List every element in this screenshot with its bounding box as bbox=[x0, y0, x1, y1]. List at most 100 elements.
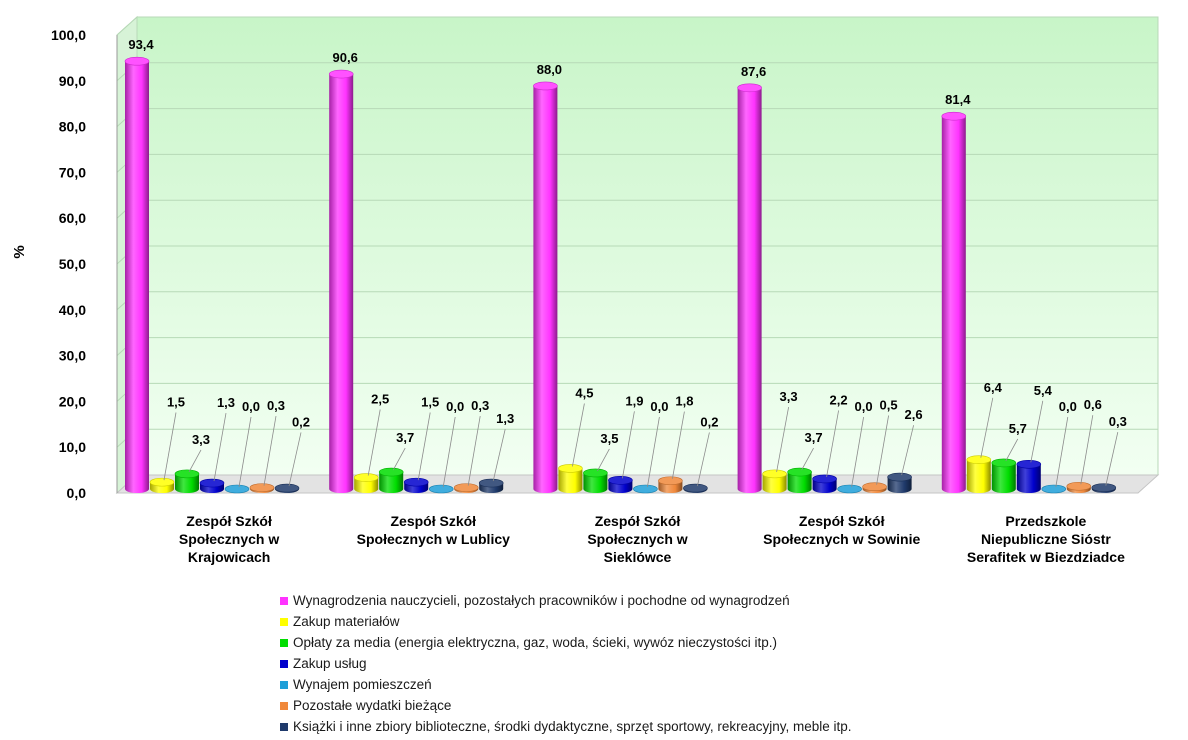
bar-cap bbox=[633, 484, 658, 494]
leader-line bbox=[572, 403, 585, 467]
bar-cap bbox=[1041, 484, 1067, 494]
leader-line bbox=[163, 412, 177, 481]
leader-line bbox=[263, 416, 277, 486]
bar-cap bbox=[1066, 481, 1092, 491]
y-tick-label: 60,0 bbox=[59, 210, 86, 226]
leader-line bbox=[467, 416, 481, 486]
data-label: 0,3 bbox=[471, 398, 489, 413]
data-label: 5,4 bbox=[1034, 383, 1053, 398]
bar bbox=[1041, 484, 1067, 494]
bar-cap bbox=[199, 478, 225, 488]
data-label: 1,5 bbox=[167, 395, 185, 410]
category-label: Społecznych w bbox=[179, 531, 279, 547]
bar bbox=[378, 467, 404, 493]
bar-cap bbox=[224, 484, 250, 494]
y-tick-label: 90,0 bbox=[59, 73, 86, 89]
data-label: 81,4 bbox=[945, 92, 971, 107]
bar-cap bbox=[353, 473, 379, 482]
data-label: 3,5 bbox=[600, 431, 618, 446]
bar bbox=[1066, 481, 1092, 493]
legend: Wynagrodzenia nauczycieli, pozostałych p… bbox=[280, 590, 980, 737]
leader-line bbox=[980, 397, 994, 458]
bar bbox=[837, 484, 862, 494]
bar bbox=[862, 482, 887, 493]
bar-cap bbox=[608, 475, 633, 485]
legend-swatch bbox=[280, 659, 288, 668]
bar-body bbox=[125, 61, 149, 494]
category-label: Społecznych w bbox=[587, 531, 687, 547]
category-label: Krajowicach bbox=[188, 549, 270, 565]
bar bbox=[966, 455, 992, 493]
leader-line bbox=[901, 425, 914, 476]
data-label: 2,6 bbox=[905, 407, 923, 422]
data-label: 2,2 bbox=[830, 392, 848, 407]
data-label: 3,7 bbox=[396, 430, 414, 445]
bar bbox=[199, 478, 225, 493]
leader-line bbox=[826, 410, 839, 477]
data-label: 0,5 bbox=[880, 398, 898, 413]
legend-swatch bbox=[280, 680, 288, 689]
bar bbox=[1091, 483, 1117, 493]
legend-item: Książki i inne zbiory biblioteczne, środ… bbox=[280, 716, 980, 737]
legend-item: Wynagrodzenia nauczycieli, pozostałych p… bbox=[280, 590, 980, 611]
data-label: 0,0 bbox=[650, 399, 668, 414]
category-label: Zespół Szkół bbox=[799, 513, 885, 529]
bar-cap bbox=[274, 483, 300, 493]
data-label: 0,2 bbox=[292, 414, 310, 429]
leader-line bbox=[697, 432, 710, 487]
bar bbox=[583, 468, 608, 493]
data-label: 1,9 bbox=[625, 393, 643, 408]
legend-swatch bbox=[280, 596, 288, 605]
bar-cap bbox=[991, 458, 1017, 468]
bar bbox=[353, 473, 379, 493]
legend-label: Zakup materiałów bbox=[293, 614, 400, 629]
leader-line bbox=[1005, 438, 1019, 462]
bar bbox=[124, 56, 150, 494]
leader-line bbox=[622, 411, 635, 479]
leader-line bbox=[776, 407, 789, 472]
data-label: 0,0 bbox=[446, 399, 464, 414]
bar-cap bbox=[403, 477, 429, 487]
bar-cap bbox=[149, 477, 175, 487]
leader-line bbox=[238, 416, 252, 488]
bar bbox=[274, 483, 300, 493]
bar-cap bbox=[328, 69, 354, 79]
bar bbox=[683, 483, 708, 493]
bar bbox=[249, 483, 275, 493]
legend-item: Zakup usług bbox=[280, 653, 980, 674]
y-tick-label: 0,0 bbox=[67, 485, 87, 501]
y-tick-label: 10,0 bbox=[59, 439, 86, 455]
data-label: 3,3 bbox=[780, 389, 798, 404]
bar-body bbox=[354, 477, 379, 493]
legend-label: Opłaty za media (energia elektryczna, ga… bbox=[293, 635, 777, 650]
bar-cap bbox=[941, 111, 967, 121]
bar bbox=[453, 483, 479, 493]
bar-cap bbox=[378, 467, 404, 477]
bar-body bbox=[329, 74, 354, 493]
category-label: Zespół Szkół bbox=[186, 513, 272, 529]
leader-line bbox=[1030, 400, 1044, 463]
bar bbox=[658, 476, 683, 493]
leader-line bbox=[288, 432, 302, 487]
bar bbox=[533, 81, 558, 494]
bar-body bbox=[941, 116, 966, 494]
y-axis-title: % bbox=[11, 245, 28, 258]
bar-cap bbox=[174, 469, 200, 479]
bar-cap bbox=[966, 455, 992, 464]
bar bbox=[737, 83, 762, 494]
legend-swatch bbox=[280, 722, 288, 731]
bar-body bbox=[737, 87, 762, 494]
data-label: 0,0 bbox=[855, 399, 873, 414]
bar-body bbox=[1016, 464, 1041, 493]
bar bbox=[633, 484, 658, 494]
bar-cap bbox=[1091, 483, 1117, 492]
y-tick-label: 40,0 bbox=[59, 302, 86, 318]
bar-cap bbox=[737, 83, 762, 93]
leader-line bbox=[1105, 432, 1119, 486]
bar-cap bbox=[837, 484, 862, 494]
bar bbox=[812, 474, 837, 493]
data-label: 0,6 bbox=[1084, 397, 1102, 412]
bar-cap bbox=[249, 483, 275, 492]
bar-body bbox=[991, 462, 1016, 493]
